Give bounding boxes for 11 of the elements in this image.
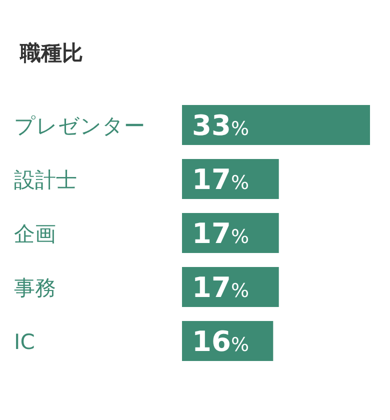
y-tick-label: 企画 — [14, 222, 56, 246]
y-tick-label: プレゼンター — [14, 114, 145, 138]
y-tick-label: 設計士 — [14, 168, 77, 192]
data-label: 16% — [192, 325, 250, 358]
data-label: 33% — [192, 109, 250, 142]
data-label: 17% — [192, 217, 250, 250]
y-tick-label: 事務 — [14, 276, 56, 300]
data-label: 17% — [192, 163, 250, 196]
y-tick-label: IC — [14, 330, 35, 354]
data-label: 17% — [192, 271, 250, 304]
chart-title: 職種比 — [19, 41, 83, 65]
